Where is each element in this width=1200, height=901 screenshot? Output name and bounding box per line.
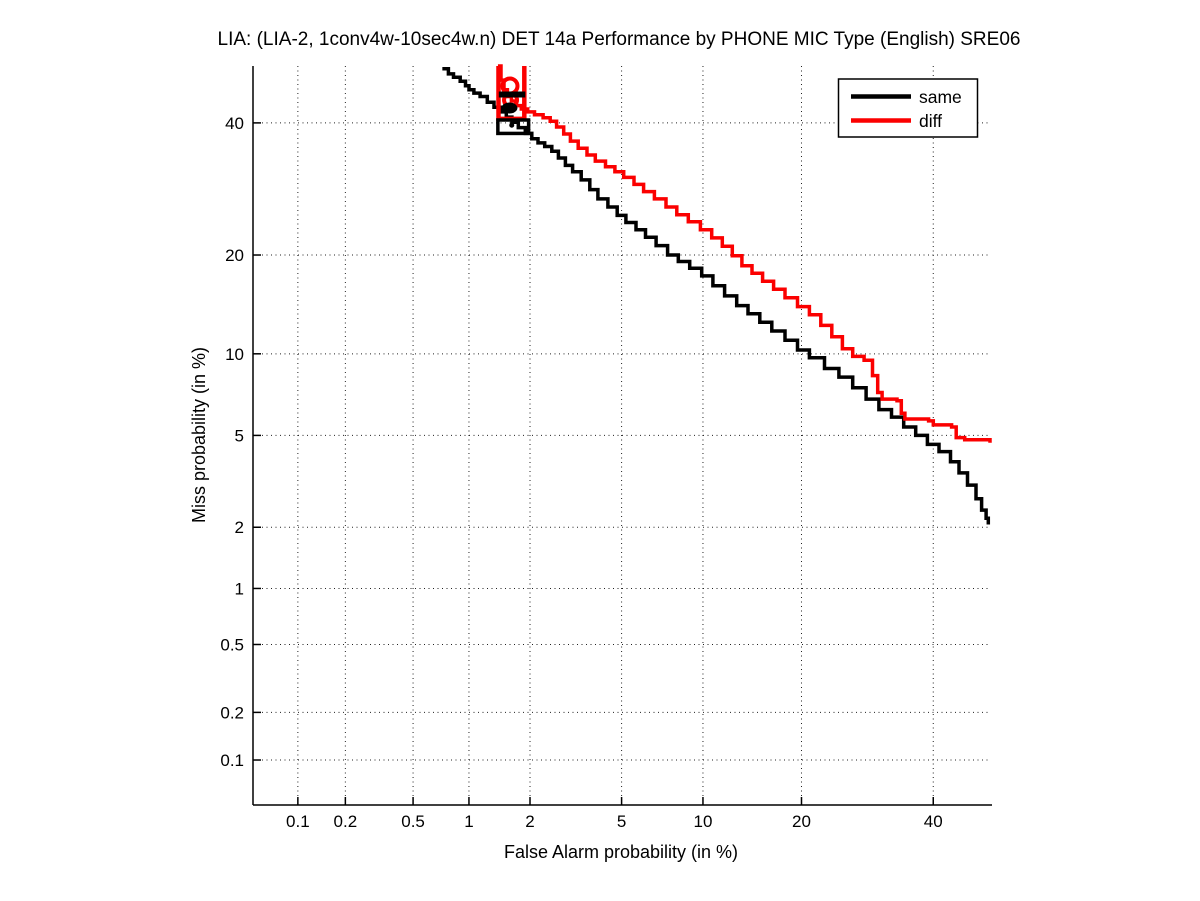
legend-label-diff: diff	[919, 111, 942, 131]
marker-layer	[496, 66, 531, 136]
y-tick-label: 1	[235, 579, 244, 598]
y-tick-label: 0.1	[220, 751, 244, 770]
y-tick-label: 0.2	[220, 703, 244, 722]
same-box-dot-marker	[509, 122, 515, 128]
same-point-marker	[501, 102, 518, 114]
x-tick-label: 0.1	[286, 812, 310, 831]
chart-title: LIA: (LIA-2, 1conv4w-10sec4w.n) DET 14a …	[218, 29, 1021, 50]
y-tick-label: 5	[235, 426, 244, 445]
y-tick-label: 10	[225, 345, 244, 364]
x-tick-label: 20	[792, 812, 811, 831]
x-axis-label: False Alarm probability (in %)	[504, 842, 738, 862]
legend-box	[837, 78, 979, 138]
x-tick-label: 0.2	[334, 812, 358, 831]
x-tick-label: 2	[525, 812, 534, 831]
y-tick-label: 20	[225, 246, 244, 265]
y-tick-label: 2	[235, 518, 244, 537]
x-tick-label: 10	[694, 812, 713, 831]
x-tick-label: 0.5	[401, 812, 425, 831]
y-tick-label: 0.5	[220, 635, 244, 654]
y-axis-label: Miss probability (in %)	[189, 347, 209, 523]
y-tick-label: 40	[225, 114, 244, 133]
legend: same diff	[837, 78, 979, 138]
grid-layer	[253, 66, 990, 805]
det-curve-diff	[497, 64, 992, 443]
same-operating-box-marker	[496, 118, 531, 136]
axes-layer: 0.1 0.2 0.5 1 2 5 10 20 40 0.1 0.2 0.5 1 2 5 10 20 40	[220, 66, 992, 831]
x-tick-label: 5	[617, 812, 626, 831]
legend-label-same: same	[919, 87, 962, 107]
x-tick-label: 40	[924, 812, 943, 831]
x-tick-label: 1	[464, 812, 473, 831]
